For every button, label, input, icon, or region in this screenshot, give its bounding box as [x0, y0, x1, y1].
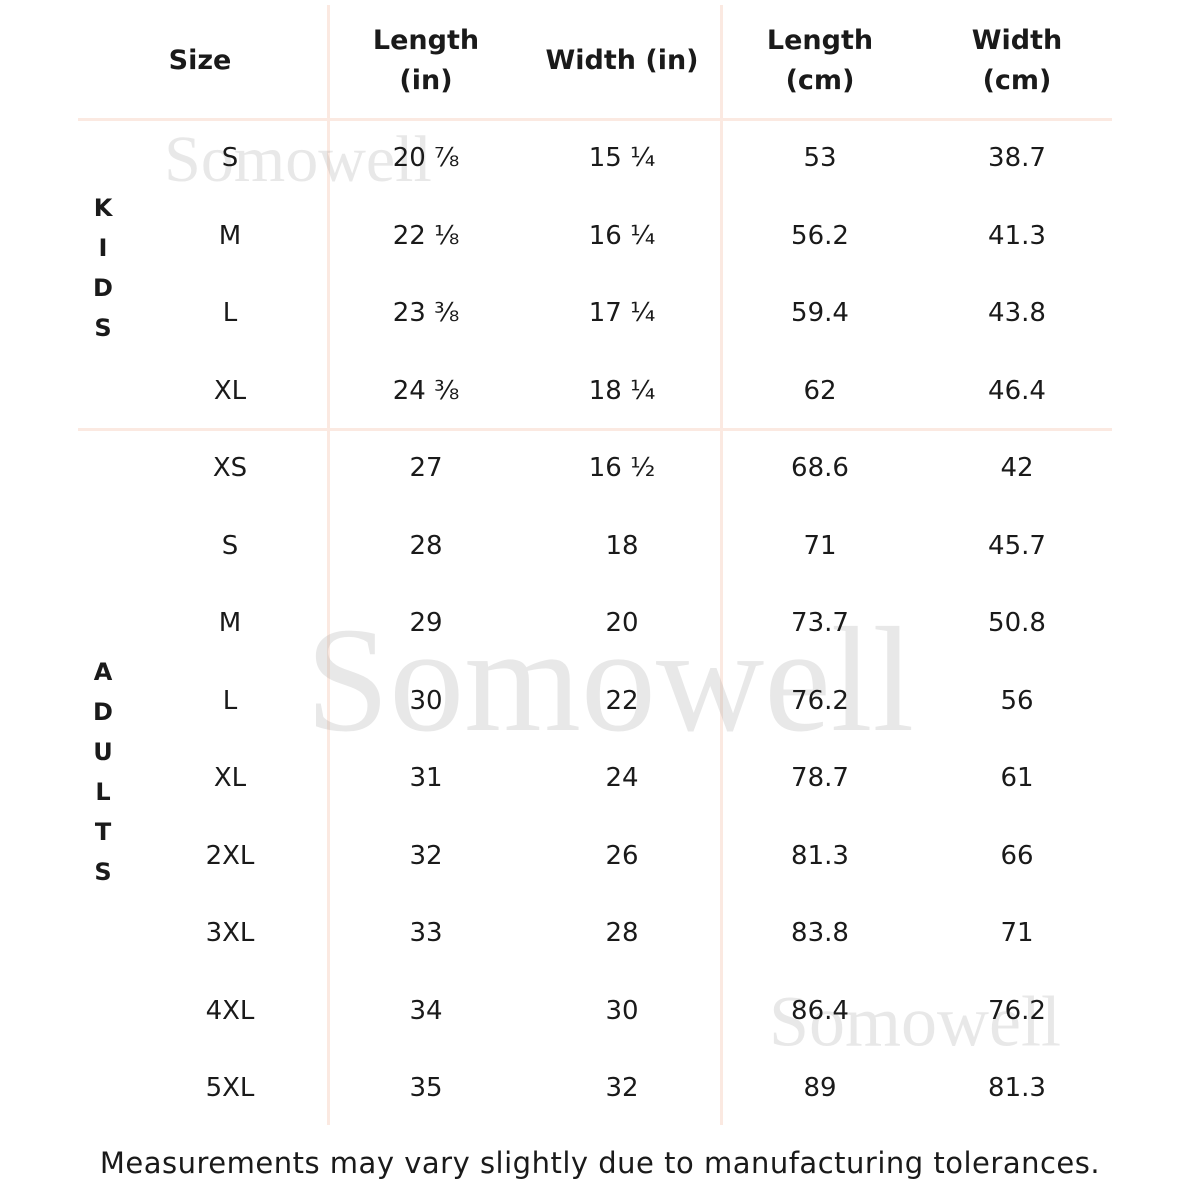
footnote: Measurements may vary slightly due to ma… — [99, 1146, 1101, 1180]
measure-cell: 28 — [605, 918, 639, 948]
group-label: ADULTS — [89, 658, 117, 898]
size-cell: 2XL — [205, 840, 255, 871]
size-cell: 3XL — [205, 918, 255, 948]
measure-cell: 71 — [1000, 918, 1034, 948]
measure-cell: 73.7 — [791, 608, 849, 638]
measure-cell: 89 — [803, 1073, 837, 1103]
measure-cell: 50.8 — [988, 608, 1046, 638]
column-header: Length (cm) — [767, 21, 873, 101]
measure-cell: 16 ¼ — [588, 220, 656, 251]
size-cell: 5XL — [205, 1073, 255, 1103]
measure-cell: 46.4 — [988, 375, 1046, 406]
size-cell: S — [221, 530, 239, 561]
measure-cell: 56.2 — [791, 220, 849, 251]
measure-cell: 22 — [605, 685, 639, 716]
column-divider — [720, 5, 723, 1125]
size-cell: XL — [213, 763, 247, 793]
measure-cell: 76.2 — [791, 685, 849, 716]
measure-cell: 71 — [803, 530, 837, 561]
measure-cell: 81.3 — [988, 1073, 1046, 1103]
size-cell: XS — [212, 453, 248, 483]
measure-cell: 20 ⅞ — [392, 143, 460, 173]
row-divider — [78, 428, 1112, 431]
measure-cell: 18 — [605, 530, 639, 561]
measure-cell: 17 ¼ — [588, 298, 656, 328]
measure-cell: 18 ¼ — [588, 375, 656, 406]
group-label: KIDS — [89, 194, 117, 355]
measure-cell: 32 — [605, 1073, 639, 1103]
measure-cell: 22 ⅛ — [392, 220, 460, 251]
measure-cell: 31 — [409, 763, 443, 793]
measure-cell: 16 ½ — [588, 453, 656, 483]
measure-cell: 61 — [1000, 763, 1034, 793]
column-header: Width (in) — [545, 41, 698, 81]
measure-cell: 23 ⅜ — [392, 298, 460, 328]
measure-cell: 35 — [409, 1073, 443, 1103]
measure-cell: 30 — [409, 685, 443, 716]
header-line: (cm) — [982, 65, 1052, 96]
measure-cell: 38.7 — [988, 143, 1046, 173]
measure-cell: 86.4 — [791, 995, 849, 1026]
row-divider — [78, 118, 1112, 121]
measure-cell: 33 — [409, 918, 443, 948]
measure-cell: 28 — [409, 530, 443, 561]
size-cell: M — [218, 220, 242, 251]
measure-cell: 34 — [409, 995, 443, 1026]
column-divider — [327, 5, 330, 1125]
watermark: Somowell — [305, 597, 915, 763]
measure-cell: 78.7 — [791, 763, 849, 793]
header-line: Length — [766, 25, 874, 56]
size-cell: M — [218, 608, 242, 638]
column-header: Length (in) — [373, 21, 479, 101]
measure-cell: 43.8 — [988, 298, 1046, 328]
size-cell: L — [222, 685, 238, 716]
column-header: Width (cm) — [972, 21, 1063, 101]
measure-cell: 27 — [409, 453, 443, 483]
measure-cell: 59.4 — [791, 298, 849, 328]
header-line: Size — [168, 45, 232, 76]
measure-cell: 20 — [605, 608, 639, 638]
watermark: Somowell — [768, 981, 1062, 1062]
size-cell: 4XL — [205, 995, 255, 1026]
measure-cell: 30 — [605, 995, 639, 1026]
measure-cell: 56 — [1000, 685, 1034, 716]
measure-cell: 53 — [803, 143, 837, 173]
size-cell: L — [222, 298, 238, 328]
watermark: Somowell — [164, 123, 432, 196]
measure-cell: 42 — [1000, 453, 1034, 483]
measure-cell: 15 ¼ — [588, 143, 656, 173]
measure-cell: 83.8 — [791, 918, 849, 948]
header-line: (cm) — [785, 65, 855, 96]
measure-cell: 66 — [1000, 840, 1034, 871]
measure-cell: 24 — [605, 763, 639, 793]
measure-cell: 24 ⅜ — [392, 375, 460, 406]
measure-cell: 62 — [803, 375, 837, 406]
header-line: Width (in) — [545, 45, 699, 76]
measure-cell: 76.2 — [988, 995, 1046, 1026]
header-line: Length — [372, 25, 480, 56]
measure-cell: 26 — [605, 840, 639, 871]
size-cell: XL — [213, 375, 247, 406]
header-line: (in) — [399, 65, 453, 96]
size-cell: S — [221, 143, 239, 173]
measure-cell: 45.7 — [988, 530, 1046, 561]
measure-cell: 41.3 — [988, 220, 1046, 251]
measure-cell: 32 — [409, 840, 443, 871]
measure-cell: 68.6 — [791, 453, 849, 483]
header-line: Width — [971, 25, 1063, 56]
measure-cell: 81.3 — [791, 840, 849, 871]
column-header: Size — [169, 41, 232, 81]
measure-cell: 29 — [409, 608, 443, 638]
